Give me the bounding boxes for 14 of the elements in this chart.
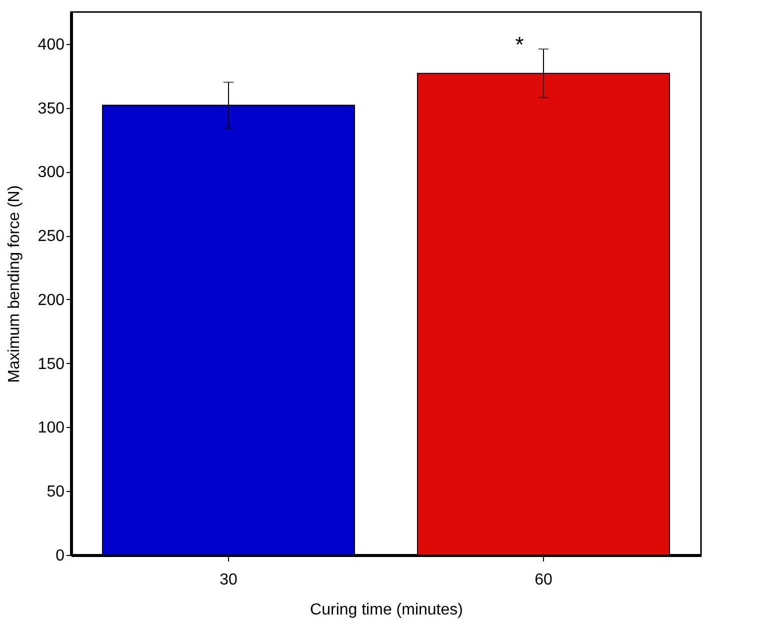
y-tick-label: 150 bbox=[38, 356, 65, 373]
y-tick-label: 350 bbox=[38, 100, 65, 118]
x-tick-label: 30 bbox=[220, 572, 238, 588]
y-tick-label: 50 bbox=[46, 484, 65, 501]
y-tick-label: 100 bbox=[38, 420, 65, 437]
x-tick-label: 60 bbox=[534, 572, 552, 588]
annotation: * bbox=[515, 32, 524, 58]
y-tick-label: 250 bbox=[38, 228, 65, 246]
y-axis-title: Maximum bending force (N) bbox=[6, 185, 23, 383]
y-tick-label: 300 bbox=[38, 164, 65, 182]
y-tick-label: 200 bbox=[38, 292, 65, 309]
y-tick-label: 0 bbox=[56, 548, 65, 564]
x-axis-title: Curing time (minutes) bbox=[310, 602, 463, 618]
y-tick-label: 400 bbox=[38, 36, 65, 54]
